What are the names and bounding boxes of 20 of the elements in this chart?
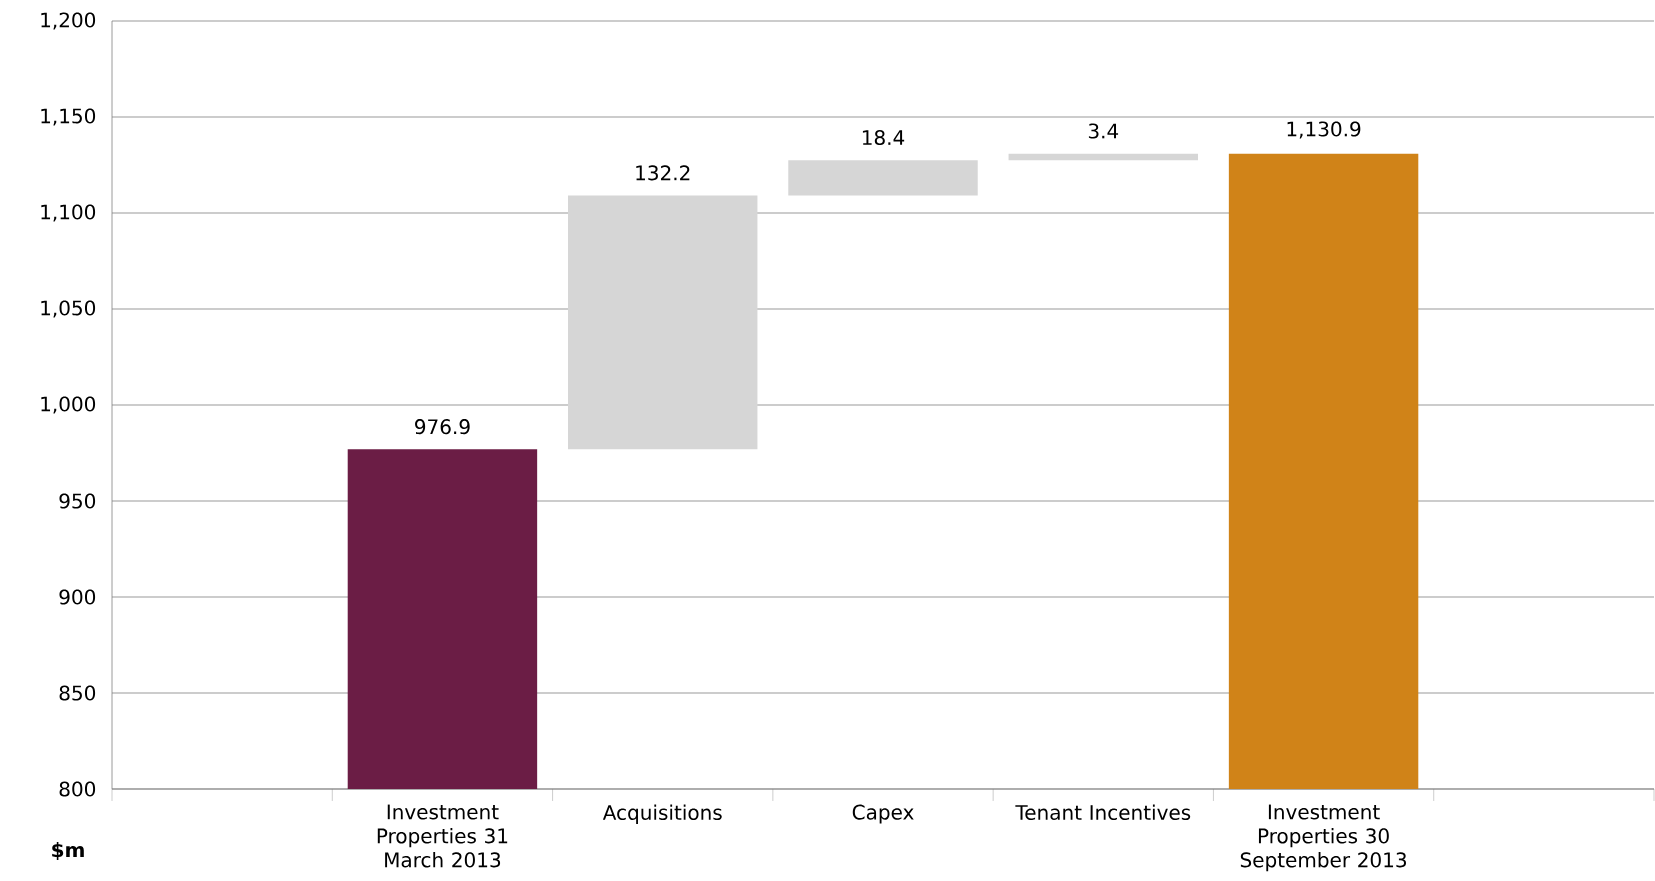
y-tick-label: 800 — [59, 781, 96, 797]
y-tick-label: 1,150 — [41, 108, 96, 126]
x-tick-label: Tenant Incentives — [1015, 804, 1191, 821]
x-tick-label: Acquisitions — [602, 804, 722, 824]
x-tick-label: Capex — [852, 804, 914, 824]
data-label: 3.4 — [1088, 123, 1119, 139]
y-tick-label: 1,100 — [41, 204, 96, 222]
data-label: 18.4 — [862, 129, 905, 146]
y-axis-title: $m — [52, 841, 84, 861]
data-label: 976.9 — [415, 419, 470, 435]
x-tick-label: Investment Properties 30 September 2013 — [1240, 804, 1407, 872]
y-tick-label: 1,200 — [41, 12, 96, 30]
y-tick-label: 1,050 — [41, 300, 96, 318]
x-tick-label: Investment Properties 31 March 2013 — [377, 804, 508, 868]
y-tick-label: 1,000 — [41, 396, 96, 414]
data-label: 132.2 — [636, 165, 690, 181]
y-tick-label: 850 — [59, 685, 96, 701]
y-tick-label: 950 — [59, 493, 96, 509]
y-tick-label: 900 — [59, 589, 96, 605]
data-label: 1,130.9 — [1287, 121, 1361, 139]
